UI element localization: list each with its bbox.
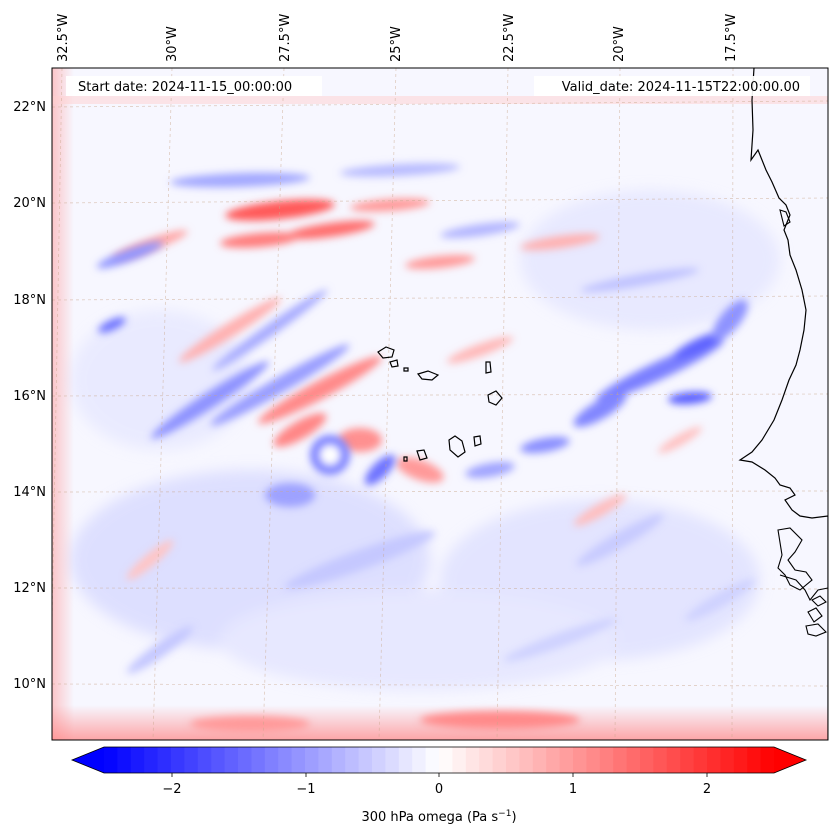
colorbar-cell — [305, 747, 319, 773]
colorbar-cell — [666, 747, 681, 773]
colorbar-cell — [707, 747, 721, 773]
map-panel: Start date: 2024-11-15_00:00:00 Valid_da… — [51, 67, 829, 741]
colorbar-cell — [613, 747, 628, 773]
colorbar-tick-label: 1 — [569, 782, 577, 797]
edge-band-west — [52, 68, 74, 740]
colorbar-cell — [760, 747, 775, 773]
colorbar-label-exponent: −1 — [498, 809, 511, 819]
valid-date-box: Valid_date: 2024-11-15T22:00:00.00 — [534, 76, 810, 96]
colorbar-label: 300 hPa omega (Pa s−1) — [361, 809, 516, 825]
latitude-labels: 22°N 20°N 18°N 16°N 14°N 12°N 10°N — [13, 100, 46, 692]
colorbar-cell — [117, 747, 132, 773]
negative-omega-features — [97, 163, 755, 674]
colorbar-cell — [479, 747, 494, 773]
colorbar-tick-label: −1 — [296, 782, 315, 797]
lat-label: 16°N — [13, 389, 46, 404]
colorbar-cell — [626, 747, 641, 773]
colorbar-cell — [573, 747, 587, 773]
colorbar-extend-min — [72, 747, 104, 773]
colorbar-cell — [532, 747, 547, 773]
cape-verde-islands — [377, 346, 503, 462]
colorbar-cell — [425, 747, 440, 773]
lat-label: 22°N — [13, 100, 46, 115]
colorbar-cell — [733, 747, 748, 773]
lon-label: 32.5°W — [56, 14, 71, 62]
colorbar-cell — [680, 747, 695, 773]
colorbar-cell — [693, 747, 708, 773]
colorbar-tick-label: −2 — [162, 782, 181, 797]
colorbar-cell — [599, 747, 614, 773]
omega-field — [52, 68, 828, 740]
africa-coastline — [738, 68, 828, 740]
colorbar-cell — [318, 747, 333, 773]
colorbar-cell — [144, 747, 159, 773]
lon-label: 27.5°W — [278, 14, 293, 62]
longitude-labels: 32.5°W 30°W 27.5°W 25°W 22.5°W 20°W 17.5… — [56, 14, 739, 62]
colorbar-cell — [184, 747, 199, 773]
colorbar-cell — [197, 747, 212, 773]
colorbar-cell — [519, 747, 534, 773]
colorbar-cell — [720, 747, 735, 773]
colorbar-cell — [506, 747, 520, 773]
lon-label: 22.5°W — [502, 14, 517, 62]
colorbar-label-text: 300 hPa omega (Pa s — [361, 810, 498, 825]
colorbar-cell — [331, 747, 346, 773]
colorbar-outline — [70, 746, 808, 774]
colorbar-tick-label: 0 — [435, 782, 443, 797]
colorbar-cell — [278, 747, 293, 773]
colorbar-cell — [653, 747, 668, 773]
colorbar-cell — [291, 747, 306, 773]
lon-label: 20°W — [612, 26, 627, 62]
colorbar-cell — [224, 747, 239, 773]
colorbar-ticks — [171, 773, 708, 777]
colorbar: −2 −1 0 1 2 300 hPa omega (Pa s−1) — [70, 746, 808, 825]
colorbar-cell — [586, 747, 601, 773]
colorbar-cell — [251, 747, 266, 773]
lat-label: 18°N — [13, 293, 46, 308]
colorbar-cell — [385, 747, 400, 773]
lon-label: 17.5°W — [724, 14, 739, 62]
colorbar-cell — [492, 747, 507, 773]
colorbar-cell — [171, 747, 185, 773]
start-date-label: Start date: 2024-11-15_00:00:00 — [78, 80, 292, 95]
colorbar-cell — [264, 747, 279, 773]
colorbar-extend-max — [774, 747, 806, 773]
colorbar-cells — [104, 747, 775, 773]
valid-date-label: Valid_date: 2024-11-15T22:00:00.00 — [562, 80, 800, 95]
colorbar-cell — [747, 747, 762, 773]
lon-label: 25°W — [389, 26, 404, 62]
colorbar-cell — [398, 747, 413, 773]
colorbar-cell — [372, 747, 386, 773]
graticule — [52, 68, 828, 740]
colorbar-cell — [439, 747, 453, 773]
colorbar-cell — [465, 747, 480, 773]
colorbar-cell — [157, 747, 172, 773]
colorbar-cell — [345, 747, 360, 773]
lat-label: 10°N — [13, 677, 46, 692]
colorbar-tick-label: 2 — [703, 782, 711, 797]
colorbar-cell — [211, 747, 226, 773]
colorbar-cell — [358, 747, 373, 773]
colorbar-cell — [452, 747, 467, 773]
lat-label: 14°N — [13, 485, 46, 500]
colorbar-label-close: ) — [511, 810, 516, 825]
colorbar-cell — [238, 747, 252, 773]
colorbar-cell — [640, 747, 654, 773]
lat-label: 20°N — [13, 196, 46, 211]
colorbar-cell — [130, 747, 145, 773]
lat-label: 12°N — [13, 581, 46, 596]
lon-label: 30°W — [165, 26, 180, 62]
start-date-box: Start date: 2024-11-15_00:00:00 — [66, 76, 322, 96]
colorbar-cell — [104, 747, 118, 773]
map-frame — [51, 67, 829, 741]
colorbar-cell — [412, 747, 427, 773]
colorbar-cell — [546, 747, 561, 773]
colorbar-cell — [559, 747, 574, 773]
